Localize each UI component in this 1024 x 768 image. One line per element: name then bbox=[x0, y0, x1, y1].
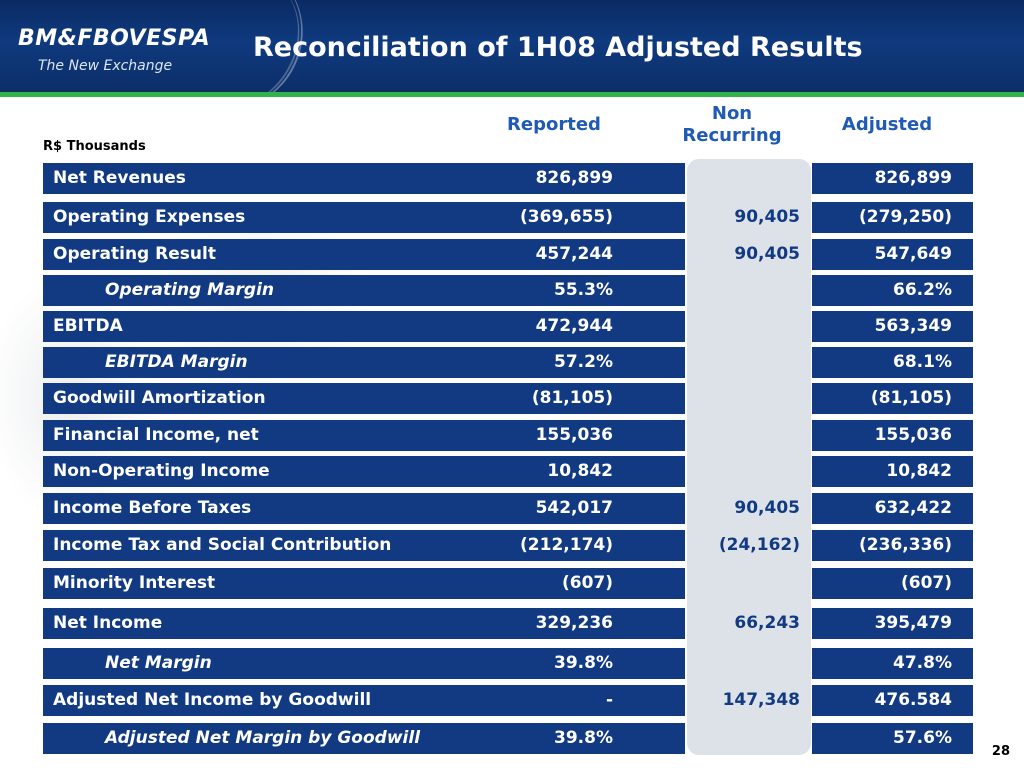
row-adjusted-value: 68.1% bbox=[893, 352, 952, 372]
row-label: Adjusted Net Margin by Goodwill bbox=[105, 728, 421, 748]
row-label: Minority Interest bbox=[53, 573, 216, 593]
row-reported-value: (212,174) bbox=[520, 535, 613, 555]
row-non-recurring-value: 66,243 bbox=[734, 613, 800, 633]
row-reported-value: 39.8% bbox=[554, 653, 613, 673]
header-accent-bar bbox=[0, 92, 1024, 97]
non-recurring-column-highlight bbox=[687, 159, 811, 755]
table-row-adjusted-cell: (236,336) bbox=[812, 530, 973, 561]
row-label: Goodwill Amortization bbox=[53, 388, 266, 408]
company-tagline: The New Exchange bbox=[38, 58, 173, 74]
row-reported-value: - bbox=[605, 690, 613, 710]
table-row: EBITDA Margin 57.2% bbox=[43, 347, 685, 378]
table-row-adjusted-cell: (279,250) bbox=[812, 202, 973, 233]
row-reported-value: 10,842 bbox=[547, 461, 613, 481]
row-adjusted-value: 10,842 bbox=[886, 461, 952, 481]
header-banner: BM&FBOVESPA The New Exchange Reconciliat… bbox=[0, 0, 1024, 92]
column-header-reported: Reported bbox=[507, 114, 601, 135]
table-row: Minority Interest (607) bbox=[43, 568, 685, 599]
row-reported-value: (369,655) bbox=[520, 207, 613, 227]
row-reported-value: 39.8% bbox=[554, 728, 613, 748]
units-label: R$ Thousands bbox=[43, 139, 146, 154]
row-label: Net Income bbox=[53, 613, 163, 633]
table-row: Adjusted Net Income by Goodwill - bbox=[43, 685, 685, 716]
row-non-recurring-value: 147,348 bbox=[722, 690, 800, 710]
row-adjusted-value: 47.8% bbox=[893, 653, 952, 673]
row-adjusted-value: 66.2% bbox=[893, 280, 952, 300]
table-row: Adjusted Net Margin by Goodwill 39.8% bbox=[43, 723, 685, 754]
row-label: Net Revenues bbox=[53, 168, 186, 188]
table-row-adjusted-cell: 47.8% bbox=[812, 648, 973, 679]
page-title: Reconciliation of 1H08 Adjusted Results bbox=[253, 32, 863, 63]
row-adjusted-value: 563,349 bbox=[874, 316, 952, 336]
row-adjusted-value: (607) bbox=[900, 573, 952, 593]
table-row-adjusted-cell: 395,479 bbox=[812, 608, 973, 639]
row-label: Adjusted Net Income by Goodwill bbox=[53, 690, 372, 710]
table-row-adjusted-cell: 10,842 bbox=[812, 456, 973, 487]
row-adjusted-value: 476.584 bbox=[874, 690, 952, 710]
row-reported-value: (607) bbox=[561, 573, 613, 593]
table-row-adjusted-cell: 826,899 bbox=[812, 163, 973, 194]
row-label: EBITDA bbox=[53, 316, 123, 336]
table-row: Operating Margin 55.3% bbox=[43, 275, 685, 306]
company-logo: BM&FBOVESPA bbox=[18, 26, 211, 51]
table-row-adjusted-cell: 66.2% bbox=[812, 275, 973, 306]
row-reported-value: 542,017 bbox=[535, 498, 613, 518]
row-adjusted-value: (81,105) bbox=[870, 388, 952, 408]
table-row: Goodwill Amortization (81,105) bbox=[43, 383, 685, 414]
row-adjusted-value: 57.6% bbox=[893, 728, 952, 748]
table-row: EBITDA 472,944 bbox=[43, 311, 685, 342]
table-row-adjusted-cell: 476.584 bbox=[812, 685, 973, 716]
row-non-recurring-value: (24,162) bbox=[718, 535, 800, 555]
row-adjusted-value: 632,422 bbox=[874, 498, 952, 518]
table-row: Net Income 329,236 bbox=[43, 608, 685, 639]
row-adjusted-value: (279,250) bbox=[859, 207, 952, 227]
table-row-adjusted-cell: 563,349 bbox=[812, 311, 973, 342]
table-row-adjusted-cell: 155,036 bbox=[812, 420, 973, 451]
row-adjusted-value: 826,899 bbox=[874, 168, 952, 188]
row-label: Operating Margin bbox=[105, 280, 275, 300]
row-non-recurring-value: 90,405 bbox=[734, 207, 800, 227]
row-reported-value: 55.3% bbox=[554, 280, 613, 300]
table-row: Financial Income, net 155,036 bbox=[43, 420, 685, 451]
column-header-non-recurring: Non Recurring bbox=[672, 103, 792, 147]
row-label: Income Tax and Social Contribution bbox=[53, 535, 392, 555]
table-row: Non-Operating Income 10,842 bbox=[43, 456, 685, 487]
table-row-adjusted-cell: 57.6% bbox=[812, 723, 973, 754]
row-adjusted-value: 155,036 bbox=[874, 425, 952, 445]
row-adjusted-value: 395,479 bbox=[874, 613, 952, 633]
table-row: Net Revenues 826,899 bbox=[43, 163, 685, 194]
row-label: EBITDA Margin bbox=[105, 352, 248, 372]
table-row: Net Margin 39.8% bbox=[43, 648, 685, 679]
row-label: Operating Expenses bbox=[53, 207, 246, 227]
table-row: Operating Result 457,244 bbox=[43, 239, 685, 270]
table-row-adjusted-cell: (607) bbox=[812, 568, 973, 599]
row-label: Net Margin bbox=[105, 653, 212, 673]
row-reported-value: 472,944 bbox=[535, 316, 613, 336]
row-reported-value: 826,899 bbox=[535, 168, 613, 188]
row-reported-value: 457,244 bbox=[535, 244, 613, 264]
table-row: Income Tax and Social Contribution (212,1… bbox=[43, 530, 685, 561]
row-label: Financial Income, net bbox=[53, 425, 259, 445]
row-reported-value: 155,036 bbox=[535, 425, 613, 445]
row-reported-value: 329,236 bbox=[535, 613, 613, 633]
row-non-recurring-value: 90,405 bbox=[734, 498, 800, 518]
column-header-non-recurring-line1: Non bbox=[711, 103, 753, 124]
column-header-non-recurring-line2: Recurring bbox=[682, 125, 782, 146]
row-adjusted-value: 547,649 bbox=[874, 244, 952, 264]
row-reported-value: (81,105) bbox=[531, 388, 613, 408]
table-row-adjusted-cell: 632,422 bbox=[812, 493, 973, 524]
page-number: 28 bbox=[991, 744, 1010, 759]
table-row: Income Before Taxes 542,017 bbox=[43, 493, 685, 524]
row-label: Operating Result bbox=[53, 244, 216, 264]
row-adjusted-value: (236,336) bbox=[859, 535, 952, 555]
table-row-adjusted-cell: (81,105) bbox=[812, 383, 973, 414]
table-row: Operating Expenses (369,655) bbox=[43, 202, 685, 233]
row-reported-value: 57.2% bbox=[554, 352, 613, 372]
row-non-recurring-value: 90,405 bbox=[734, 244, 800, 264]
column-header-adjusted: Adjusted bbox=[841, 114, 933, 135]
row-label: Non-Operating Income bbox=[53, 461, 270, 481]
row-label: Income Before Taxes bbox=[53, 498, 252, 518]
table-row-adjusted-cell: 547,649 bbox=[812, 239, 973, 270]
table-row-adjusted-cell: 68.1% bbox=[812, 347, 973, 378]
